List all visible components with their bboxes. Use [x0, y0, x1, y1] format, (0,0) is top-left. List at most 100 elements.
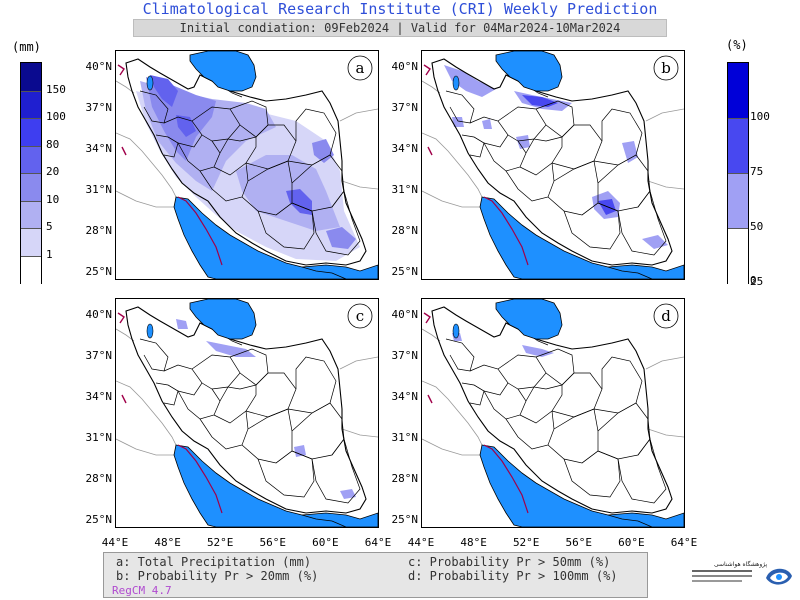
legend-value: 100 — [750, 110, 770, 123]
gulf-of-oman — [607, 512, 684, 527]
legend-value: 1 — [46, 247, 53, 261]
lat-tick-label: 34°N — [391, 390, 419, 403]
precip-area — [522, 345, 554, 357]
neighbor-border — [116, 380, 177, 446]
legend-swatch — [21, 118, 41, 147]
province-border — [461, 382, 485, 406]
page-title: Climatological Research Institute (CRI) … — [142, 0, 658, 18]
lat-tick-label: 31°N — [85, 431, 113, 444]
precip-area — [326, 227, 356, 249]
lat-tick-label: 40°N — [391, 308, 419, 321]
province-border — [241, 408, 293, 464]
country-border — [431, 306, 673, 514]
coast-red — [117, 64, 125, 76]
province-border — [497, 354, 547, 390]
gulf-of-oman — [301, 264, 378, 279]
precip-area — [452, 117, 464, 127]
lat-tick-label: 28°N — [391, 224, 419, 237]
neighbor-border — [647, 180, 684, 190]
gulf-of-oman — [607, 264, 684, 279]
institute-logo-icon: پژوهشگاه هواشناسی — [692, 560, 792, 585]
legend-swatch — [728, 118, 748, 174]
province-border — [483, 388, 527, 420]
neighbor-border — [116, 80, 135, 94]
lon-tick-label: 60°E — [618, 536, 645, 549]
precip-area — [150, 75, 178, 107]
province-border — [547, 408, 599, 464]
lat-tick-label: 34°N — [391, 142, 419, 155]
country-border — [431, 58, 673, 266]
lat-tick-label: 25°N — [85, 265, 113, 278]
province-border — [155, 382, 179, 406]
neighbor-border — [645, 108, 684, 122]
province-border — [229, 100, 269, 138]
neighbor-border — [647, 428, 684, 438]
caspian-sea — [495, 299, 563, 340]
province-border — [287, 356, 337, 414]
legend-value: 25 — [750, 275, 764, 288]
precip-area — [482, 119, 492, 129]
coast-red — [423, 312, 431, 324]
legend-swatch — [21, 90, 41, 119]
precip-area — [340, 489, 356, 499]
panel-label-text: c — [356, 307, 364, 325]
lat-tick-label: 31°N — [85, 183, 113, 196]
lon-tick-label: 64°E — [670, 536, 698, 549]
map-panel-b: b — [421, 50, 685, 280]
legend-value: 10 — [46, 192, 60, 206]
province-border — [445, 90, 475, 124]
province-border — [445, 338, 475, 372]
precip-area — [312, 139, 334, 163]
neighbor-border — [422, 328, 441, 342]
panel-label-circle — [347, 303, 373, 329]
lon-tick-label: 44°E — [101, 536, 129, 549]
coast-red — [117, 312, 125, 324]
caspian-sea — [189, 299, 257, 340]
province-border — [563, 202, 621, 250]
legend-right-unit: (%) — [726, 38, 748, 52]
province-border — [257, 450, 315, 498]
model-name: RegCM 4.7 — [112, 584, 172, 597]
neighbor-border — [645, 356, 684, 370]
province-border — [311, 190, 361, 256]
province-border — [213, 384, 257, 424]
province-border — [563, 450, 621, 498]
svg-text:پژوهشگاه هواشناسی: پژوهشگاه هواشناسی — [714, 560, 768, 568]
caption-box: a: Total Precipitation (mm) b: Probabili… — [103, 552, 648, 598]
panel-label: a — [347, 55, 373, 81]
precip-area — [642, 235, 668, 249]
precip-area — [206, 341, 256, 357]
neighbor-border — [116, 190, 174, 208]
legend-value: 0 — [750, 274, 757, 287]
panel-label: d — [653, 303, 679, 329]
lat-tick-label: 28°N — [391, 472, 419, 485]
province-border — [617, 190, 667, 256]
legend-swatch — [728, 173, 748, 229]
panel-label-circle — [653, 303, 679, 329]
lat-tick-label: 37°N — [85, 349, 113, 362]
legend-value: 75 — [750, 165, 764, 178]
legend-value: 100 — [46, 110, 66, 123]
map-d: d — [422, 299, 684, 527]
coast-red — [483, 444, 529, 514]
province-border — [461, 134, 485, 158]
province-border — [519, 384, 563, 424]
caspian-sea — [189, 51, 257, 92]
province-border — [191, 354, 241, 390]
province-border — [311, 438, 361, 504]
province-border — [617, 438, 667, 504]
legend-value: 5 — [46, 220, 53, 233]
coast-red — [121, 146, 127, 156]
legend-swatch — [21, 173, 41, 202]
neighbor-border — [116, 438, 174, 456]
province-border — [593, 356, 643, 414]
lon-tick-label: 64°E — [364, 536, 392, 549]
lon-tick-label: 52°E — [512, 536, 540, 549]
province-border — [229, 348, 269, 386]
neighbor-border — [341, 428, 378, 438]
map-panel-d: d — [421, 298, 685, 528]
neighbor-border — [341, 180, 378, 190]
legend-swatch — [728, 63, 748, 118]
legend-value: 150 — [46, 82, 66, 96]
coast-red — [423, 64, 431, 76]
